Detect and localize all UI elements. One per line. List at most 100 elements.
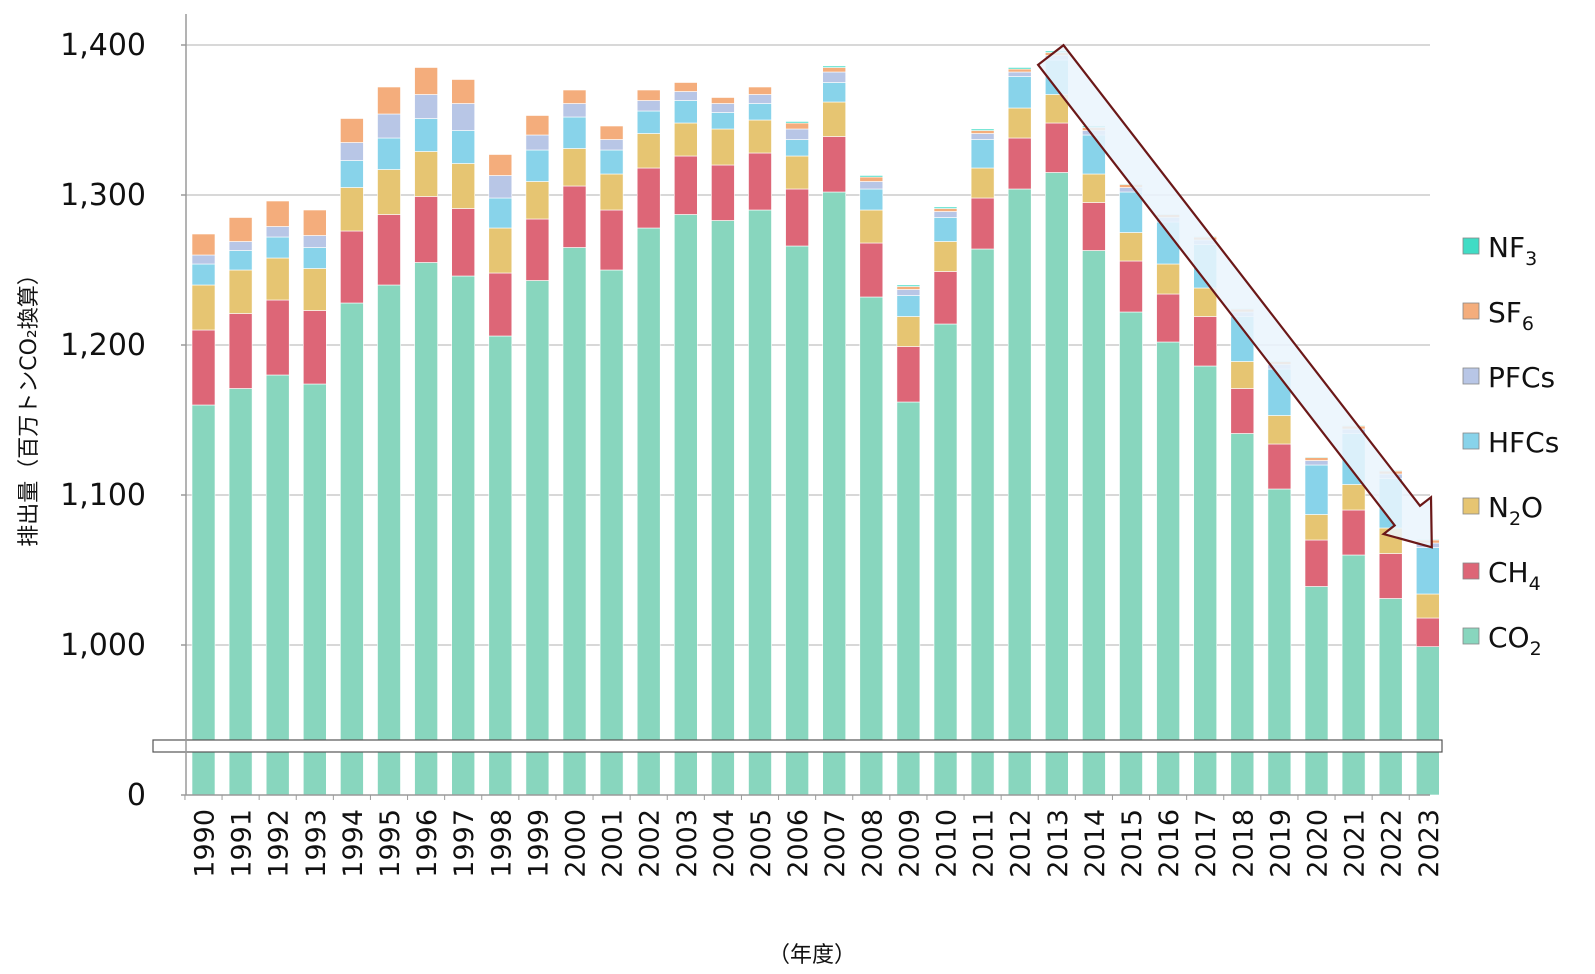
bar-segment <box>636 89 661 101</box>
bar-segment <box>191 284 216 331</box>
bar-segment <box>859 209 884 244</box>
bar-segment <box>748 152 772 211</box>
bar-segment <box>340 187 364 232</box>
bar-segment <box>1119 311 1143 796</box>
bar-segment <box>933 323 958 796</box>
bar-segment <box>414 67 438 95</box>
bar-segment <box>1007 137 1032 190</box>
bar-segment <box>970 139 995 169</box>
x-tick-label: 1999 <box>523 809 554 878</box>
bar-segment <box>599 209 624 271</box>
bar-segment <box>1341 554 1366 796</box>
bar-segment <box>340 302 364 796</box>
bar-segment <box>451 208 476 277</box>
bar-segment <box>377 169 401 215</box>
bar-segment <box>599 269 624 796</box>
bar-segment <box>1304 460 1329 466</box>
bar-segment <box>1230 361 1255 389</box>
bar-segment <box>228 250 253 271</box>
bar-segment <box>265 257 290 301</box>
bar-segment <box>970 167 995 199</box>
bar-segment <box>1304 464 1329 515</box>
bar-segment <box>599 173 624 211</box>
bar-segment <box>562 148 587 187</box>
bar-segment <box>896 286 921 290</box>
bar-segment <box>488 335 513 796</box>
bar-segment <box>562 116 587 149</box>
bar-segment <box>933 211 958 218</box>
bar-segment <box>636 167 661 229</box>
x-tick-label: 2022 <box>1377 809 1408 878</box>
bar-segment <box>1304 457 1329 461</box>
bar-segment <box>562 247 587 796</box>
bar-segment <box>785 128 809 140</box>
x-tick-label: 2018 <box>1228 809 1259 878</box>
bar-segment <box>340 160 364 188</box>
legend-swatch <box>1462 237 1480 255</box>
x-tick-label: 2015 <box>1117 809 1148 878</box>
bar-segment <box>377 214 401 286</box>
bar-segment <box>636 110 661 134</box>
bar-segment <box>451 79 476 104</box>
bar-segment <box>525 134 550 151</box>
bar-segment <box>191 263 216 286</box>
x-tick-label: 1994 <box>338 809 369 878</box>
x-tick-label: 2007 <box>820 809 851 878</box>
x-tick-label: 2023 <box>1414 809 1445 878</box>
bar-segment <box>673 82 698 92</box>
bar-segment <box>191 404 216 796</box>
x-tick-label: 2016 <box>1154 809 1185 878</box>
bar-segment <box>785 155 809 190</box>
bar-segment <box>525 218 550 281</box>
bar-segment <box>673 122 698 157</box>
x-tick-label: 1995 <box>375 809 406 878</box>
legend-swatch <box>1462 562 1480 580</box>
bar-segment <box>414 262 438 796</box>
bar-segment <box>1341 484 1366 511</box>
bar-segment <box>1378 598 1403 796</box>
legend-label: CO2 <box>1488 621 1542 660</box>
bar-segment <box>673 91 698 101</box>
bar-segment <box>562 89 587 104</box>
x-tick-label: 2012 <box>1006 809 1037 878</box>
bar-segment <box>859 175 884 178</box>
bar-segment <box>711 103 735 113</box>
bar-segment <box>414 94 438 119</box>
bar-segment <box>1267 415 1292 445</box>
x-tick-label: 2019 <box>1265 809 1296 878</box>
bar-segment <box>785 122 809 130</box>
legend-label: CH4 <box>1488 556 1541 595</box>
bar-segment <box>748 86 772 95</box>
bar-segment <box>228 269 253 314</box>
bar-segment <box>1082 202 1106 251</box>
bar-segment <box>1341 509 1366 556</box>
bar-segment <box>636 100 661 112</box>
bar-segment <box>488 154 513 176</box>
bar-segment <box>1416 617 1440 647</box>
bar-segment <box>488 272 513 337</box>
bar-segment <box>1193 316 1217 367</box>
bar-segment <box>711 164 735 221</box>
bar-segment <box>228 388 253 796</box>
x-tick-label: 1992 <box>264 809 295 878</box>
bar-segment <box>785 245 809 796</box>
y-tick-label: 1,400 <box>60 28 146 63</box>
bar-segment <box>1267 443 1292 490</box>
bar-segment <box>970 133 995 140</box>
y-tick-label: 0 <box>127 778 146 813</box>
bar-segment <box>748 94 772 104</box>
x-tick-label: 2020 <box>1303 809 1334 878</box>
bar-segment <box>970 197 995 250</box>
x-tick-label: 1998 <box>486 809 517 878</box>
bar-segment <box>265 299 290 376</box>
bar-segment <box>1007 67 1032 70</box>
bar-segment <box>488 227 513 274</box>
bar-segment <box>933 217 958 242</box>
bar-segment <box>1304 539 1329 587</box>
bar-segment <box>302 310 327 385</box>
bar-segment <box>377 137 401 170</box>
bar-segment <box>711 97 735 104</box>
y-axis-label: 排出量（百万トンCO₂換算） <box>17 263 42 547</box>
legend-label: SF6 <box>1488 296 1534 335</box>
x-tick-label: 2014 <box>1080 809 1111 878</box>
